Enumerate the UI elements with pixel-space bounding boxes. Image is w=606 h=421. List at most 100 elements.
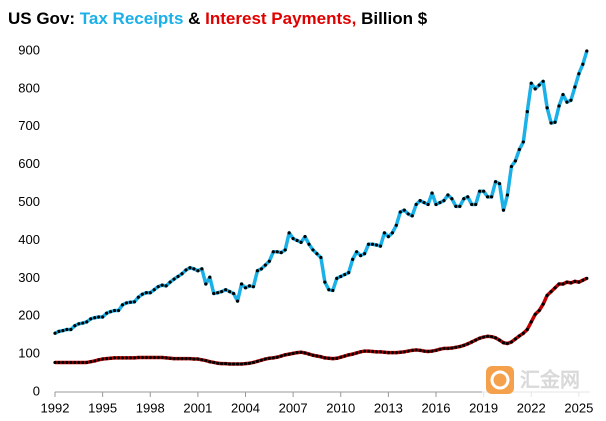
data-point [69,327,73,332]
x-tick-label: 2001 [183,400,212,415]
data-point [422,200,426,205]
data-point [462,343,466,347]
data-point [164,356,168,360]
data-point [132,300,136,304]
data-point [239,282,244,286]
data-point [482,335,486,339]
data-point [426,349,430,354]
data-point [243,361,248,366]
data-point [196,269,200,273]
data-point [259,358,263,362]
x-tick-label: 1992 [41,400,70,415]
data-point [89,360,93,364]
data-point [307,352,311,356]
data-point [382,231,387,235]
data-point [474,338,478,342]
data-point [573,85,577,89]
data-point [347,353,351,357]
data-point [557,282,561,286]
data-point [335,356,339,360]
data-point [85,360,89,365]
data-point [537,308,541,313]
data-point [442,199,446,203]
data-point [378,350,383,354]
x-tick-label: 1998 [136,400,165,415]
data-point [327,288,331,292]
data-point [275,355,279,359]
data-point [85,320,89,324]
data-point [235,362,240,366]
data-point [73,324,77,328]
data-point [120,356,125,360]
data-point [343,272,347,277]
data-point [319,355,323,359]
data-point [144,355,148,360]
data-point [458,344,462,349]
data-point [505,341,510,346]
x-tick-label: 2007 [279,400,308,415]
data-point [565,100,569,104]
data-point [73,360,77,365]
data-point [172,357,176,361]
data-point [53,360,57,365]
title-part: Billion $ [356,9,427,28]
data-point [366,349,371,353]
data-point [339,274,343,279]
data-point [255,359,260,363]
data-point [585,49,589,53]
watermark-icon-mark [490,370,510,390]
data-point [549,289,553,294]
data-point [212,360,216,365]
data-point [493,180,498,184]
data-point [243,286,248,290]
data-point [335,276,339,280]
data-point [259,267,263,271]
data-point [156,285,160,289]
y-tick-label: 500 [18,194,40,209]
y-tick-label: 0 [33,383,40,398]
data-point [454,204,458,208]
data-point [184,268,188,272]
data-point [108,356,113,360]
data-point [347,271,351,275]
y-tick-label: 700 [18,118,40,133]
x-tick-label: 2004 [231,400,260,415]
data-point [57,360,61,365]
data-point [398,350,402,354]
data-point [517,147,521,152]
data-point [287,352,291,356]
data-point [319,255,323,260]
data-point [386,235,390,239]
data-point [77,360,81,365]
data-point [414,348,418,352]
data-point [390,231,394,235]
data-point [101,315,105,319]
data-point [525,327,529,332]
data-point [104,311,109,315]
data-point [470,202,474,207]
data-point [120,303,125,307]
data-point [251,285,256,289]
title-part: US Gov: [8,9,80,28]
data-point [295,238,299,243]
data-point [486,195,490,199]
data-point [359,254,363,258]
data-point [450,197,454,201]
data-point [132,356,136,360]
data-point [351,257,355,261]
data-point [204,282,208,286]
data-point [410,214,414,218]
data-point [434,202,438,207]
data-point [541,302,545,306]
data-point [414,202,418,207]
data-point [521,331,525,335]
data-point [128,300,133,304]
data-point [57,329,61,333]
data-point [247,361,252,365]
data-point [561,92,565,97]
data-point [124,356,129,360]
data-point [69,360,73,365]
data-point [140,292,144,296]
data-point [497,338,502,342]
